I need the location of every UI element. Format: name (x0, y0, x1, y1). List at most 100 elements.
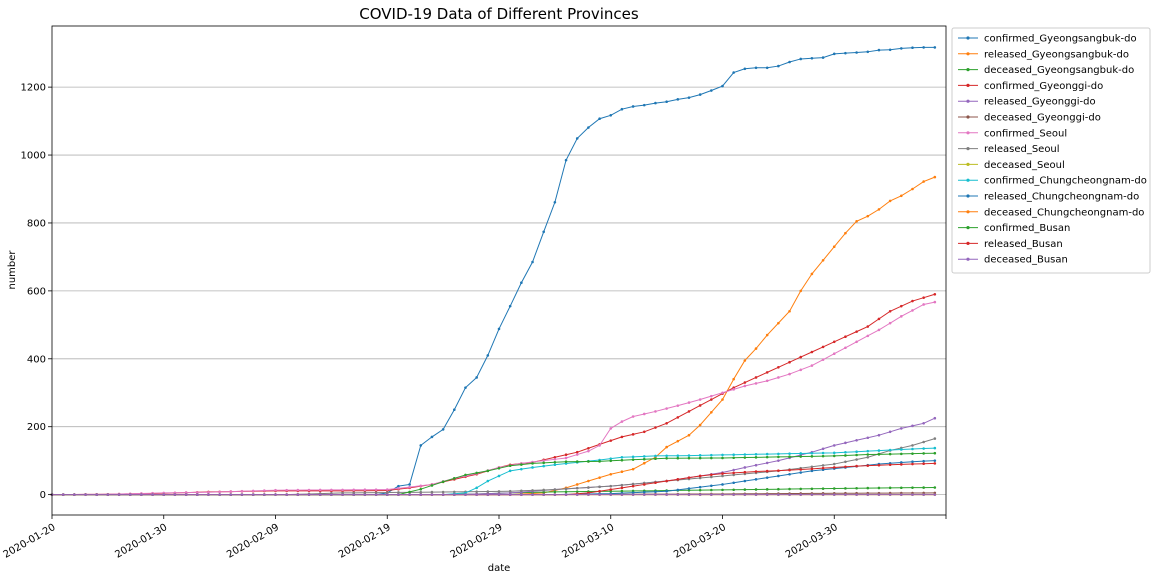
data-point (721, 472, 724, 475)
data-point (642, 457, 646, 461)
data-point (542, 461, 545, 465)
data-point (654, 426, 657, 429)
data-point (575, 490, 579, 493)
data-point (687, 476, 691, 479)
legend-label: confirmed_Seoul (984, 128, 1067, 139)
x-tick-label: 2020-02-19 (337, 522, 393, 561)
data-point (240, 489, 244, 493)
data-point (765, 452, 769, 456)
data-point (855, 493, 858, 496)
data-point (900, 304, 903, 308)
data-point (933, 175, 937, 179)
data-point (900, 461, 903, 464)
data-point (609, 457, 613, 460)
data-point (810, 350, 814, 354)
data-point (676, 416, 680, 419)
legend-box (951, 27, 1151, 274)
data-point (363, 488, 367, 492)
data-point (508, 304, 512, 308)
chart-title: COVID-19 Data of Different Provinces (359, 5, 639, 23)
data-point (810, 469, 814, 473)
data-point (866, 449, 870, 453)
data-point (743, 466, 747, 469)
data-point (933, 451, 937, 455)
data-point (911, 444, 914, 447)
data-point (799, 289, 803, 293)
data-point (374, 488, 378, 491)
data-point (710, 456, 713, 460)
data-point (922, 422, 925, 425)
data-point (620, 470, 624, 474)
data-point (464, 386, 467, 389)
data-point (698, 493, 702, 496)
data-point (676, 439, 680, 443)
data-point (385, 488, 389, 491)
data-point (810, 272, 814, 276)
data-point (408, 485, 411, 489)
data-point (620, 483, 624, 487)
data-point (922, 459, 925, 463)
data-point (900, 47, 903, 50)
legend-label: released_Busan (984, 239, 1063, 250)
data-point (620, 107, 624, 111)
data-point (855, 486, 858, 490)
data-point (419, 490, 423, 494)
data-point (441, 493, 445, 496)
data-point (564, 490, 568, 494)
data-point (128, 493, 132, 496)
data-point (542, 488, 545, 492)
data-point (799, 455, 803, 458)
data-point (821, 464, 825, 467)
data-point (553, 460, 557, 464)
series-deceased_Busan (50, 493, 937, 496)
data-point (363, 493, 367, 496)
data-point (710, 394, 713, 398)
data-point (296, 493, 300, 496)
data-point (721, 453, 724, 457)
data-point (844, 51, 847, 55)
data-point (911, 309, 914, 312)
plot-area-background (52, 26, 946, 515)
data-point (698, 404, 702, 407)
legend-entry: deceased_Chungcheongnam-do (958, 207, 1144, 218)
data-point (162, 493, 166, 496)
data-point (754, 382, 758, 385)
legend-entry: confirmed_Gyeongsangbuk-do (958, 34, 1137, 45)
data-point (900, 452, 903, 456)
legend-swatch-marker (966, 131, 970, 135)
data-point (642, 455, 646, 458)
data-point (933, 437, 937, 440)
data-point (453, 408, 456, 412)
data-point (832, 487, 836, 490)
data-point (888, 430, 892, 434)
data-point (654, 490, 657, 494)
data-point (620, 455, 624, 459)
data-point (508, 464, 512, 468)
data-point (642, 493, 646, 496)
data-point (642, 490, 646, 494)
data-point (598, 444, 601, 447)
legend-label: confirmed_Chungcheongnam-do (984, 176, 1147, 187)
data-point (609, 439, 613, 442)
data-point (698, 423, 702, 427)
data-point (754, 470, 758, 473)
data-point (318, 488, 322, 492)
data-point (743, 470, 747, 474)
data-point (564, 487, 568, 491)
legend-swatch-marker (966, 36, 970, 40)
legend-label: deceased_Gyeonggi-do (984, 113, 1101, 124)
data-point (888, 199, 892, 203)
legend-entry: deceased_Gyeongsangbuk-do (958, 65, 1134, 76)
data-point (922, 296, 925, 299)
data-point (631, 458, 635, 461)
legend-label: released_Seoul (984, 144, 1060, 155)
data-point (721, 488, 724, 492)
data-point (933, 446, 937, 450)
x-axis-label: date (488, 563, 511, 574)
data-point (754, 347, 758, 350)
data-point (710, 475, 713, 479)
data-point (564, 158, 568, 162)
data-point (866, 486, 870, 490)
data-point (844, 460, 847, 464)
data-point (676, 478, 680, 481)
